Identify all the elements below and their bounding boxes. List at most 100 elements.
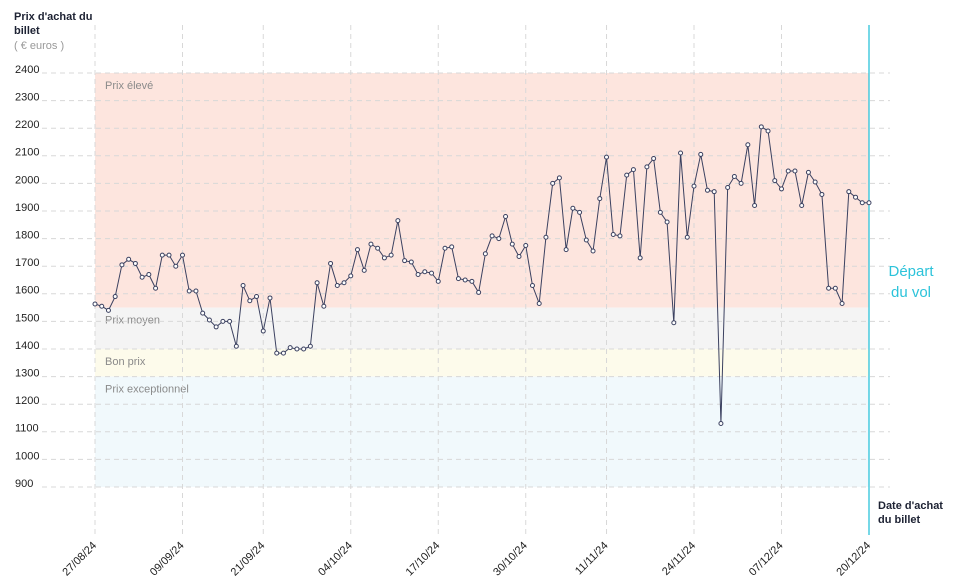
- x-tick-label: 04/10/24: [316, 540, 355, 579]
- price-point: [799, 202, 805, 208]
- price-point: [476, 289, 482, 295]
- band-label: Prix élevé: [105, 80, 153, 92]
- price-point: [408, 259, 414, 265]
- price-point: [482, 251, 488, 257]
- price-point: [455, 276, 461, 282]
- price-point: [826, 285, 832, 291]
- price-point: [274, 350, 280, 356]
- x-tick-label: 17/10/24: [404, 540, 443, 579]
- price-point: [280, 350, 286, 356]
- price-point: [132, 260, 138, 266]
- y-axis-title: Prix d'achat du billet: [14, 11, 93, 37]
- price-band: [95, 376, 869, 487]
- price-point: [469, 278, 475, 284]
- price-point: [496, 236, 502, 242]
- price-point: [267, 295, 273, 301]
- price-point: [779, 186, 785, 192]
- band-label: Bon prix: [105, 356, 146, 368]
- x-tick-label: 09/09/24: [148, 540, 187, 579]
- price-point: [429, 270, 435, 276]
- price-point: [126, 256, 132, 262]
- x-tick-label: 07/12/24: [747, 540, 786, 579]
- y-tick-label: 1000: [15, 450, 39, 462]
- y-axis-unit: ( € euros ): [14, 40, 65, 52]
- price-point: [671, 320, 677, 326]
- price-point: [449, 244, 455, 250]
- y-tick-label: 1900: [15, 202, 39, 214]
- y-tick-label: 2000: [15, 174, 39, 186]
- price-point: [159, 252, 165, 258]
- x-axis-title: Date d'achat du billet: [878, 500, 943, 526]
- band-label: Prix moyen: [105, 315, 160, 327]
- price-point: [395, 218, 401, 224]
- price-point: [657, 209, 663, 215]
- price-point: [711, 189, 717, 195]
- price-point: [220, 318, 226, 324]
- price-point: [536, 300, 542, 306]
- y-tick-label: 1800: [15, 230, 39, 242]
- price-point: [597, 196, 603, 202]
- price-point: [832, 285, 838, 291]
- price-point: [375, 245, 381, 251]
- price-point: [752, 202, 758, 208]
- y-tick-label: 1600: [15, 285, 39, 297]
- y-tick-label: 1700: [15, 257, 39, 269]
- price-point: [415, 271, 421, 277]
- price-point: [738, 180, 744, 186]
- y-tick-label: 2400: [15, 64, 39, 76]
- price-point: [550, 180, 556, 186]
- price-point: [186, 288, 192, 294]
- price-point: [745, 142, 751, 148]
- price-point: [678, 150, 684, 156]
- price-point: [422, 269, 428, 275]
- price-point: [785, 168, 791, 174]
- price-point: [206, 317, 212, 323]
- price-point: [853, 194, 859, 200]
- price-point: [139, 274, 145, 280]
- price-point: [691, 183, 697, 189]
- price-point: [301, 346, 307, 352]
- price-point: [765, 128, 771, 134]
- band-label: Prix exceptionnel: [105, 384, 189, 396]
- price-point: [570, 205, 576, 211]
- price-point: [805, 169, 811, 175]
- price-point: [489, 233, 495, 239]
- price-point: [368, 241, 374, 247]
- price-point: [563, 247, 569, 253]
- x-tick-label: 27/08/24: [60, 540, 99, 579]
- price-point: [240, 283, 246, 289]
- price-point: [651, 156, 657, 162]
- price-point: [644, 164, 650, 170]
- price-point: [105, 307, 111, 313]
- x-tick-label: 11/11/24: [573, 540, 611, 578]
- price-point: [523, 243, 529, 248]
- price-point: [792, 168, 798, 174]
- price-point: [99, 303, 105, 309]
- price-point: [179, 252, 185, 258]
- price-point: [610, 231, 616, 237]
- price-point: [866, 200, 872, 206]
- price-point: [328, 260, 334, 266]
- price-point: [348, 273, 354, 279]
- price-point: [153, 285, 159, 291]
- price-point: [509, 241, 515, 247]
- price-point: [341, 280, 347, 286]
- price-point: [819, 191, 825, 197]
- price-point: [583, 237, 589, 243]
- price-point: [287, 345, 293, 351]
- price-point: [529, 283, 535, 289]
- x-tick-label: 21/09/24: [229, 540, 268, 579]
- price-point: [388, 252, 394, 258]
- y-tick-label: 1300: [15, 368, 39, 380]
- price-point: [812, 179, 818, 185]
- price-point: [462, 277, 468, 283]
- price-point: [839, 300, 845, 306]
- x-tick-label: 24/11/24: [660, 540, 698, 578]
- price-point: [435, 278, 441, 284]
- price-point: [442, 245, 448, 251]
- price-point: [617, 233, 623, 239]
- y-tick-label: 2100: [15, 147, 39, 159]
- x-tick-label: 30/10/24: [491, 540, 530, 579]
- price-point: [704, 187, 710, 193]
